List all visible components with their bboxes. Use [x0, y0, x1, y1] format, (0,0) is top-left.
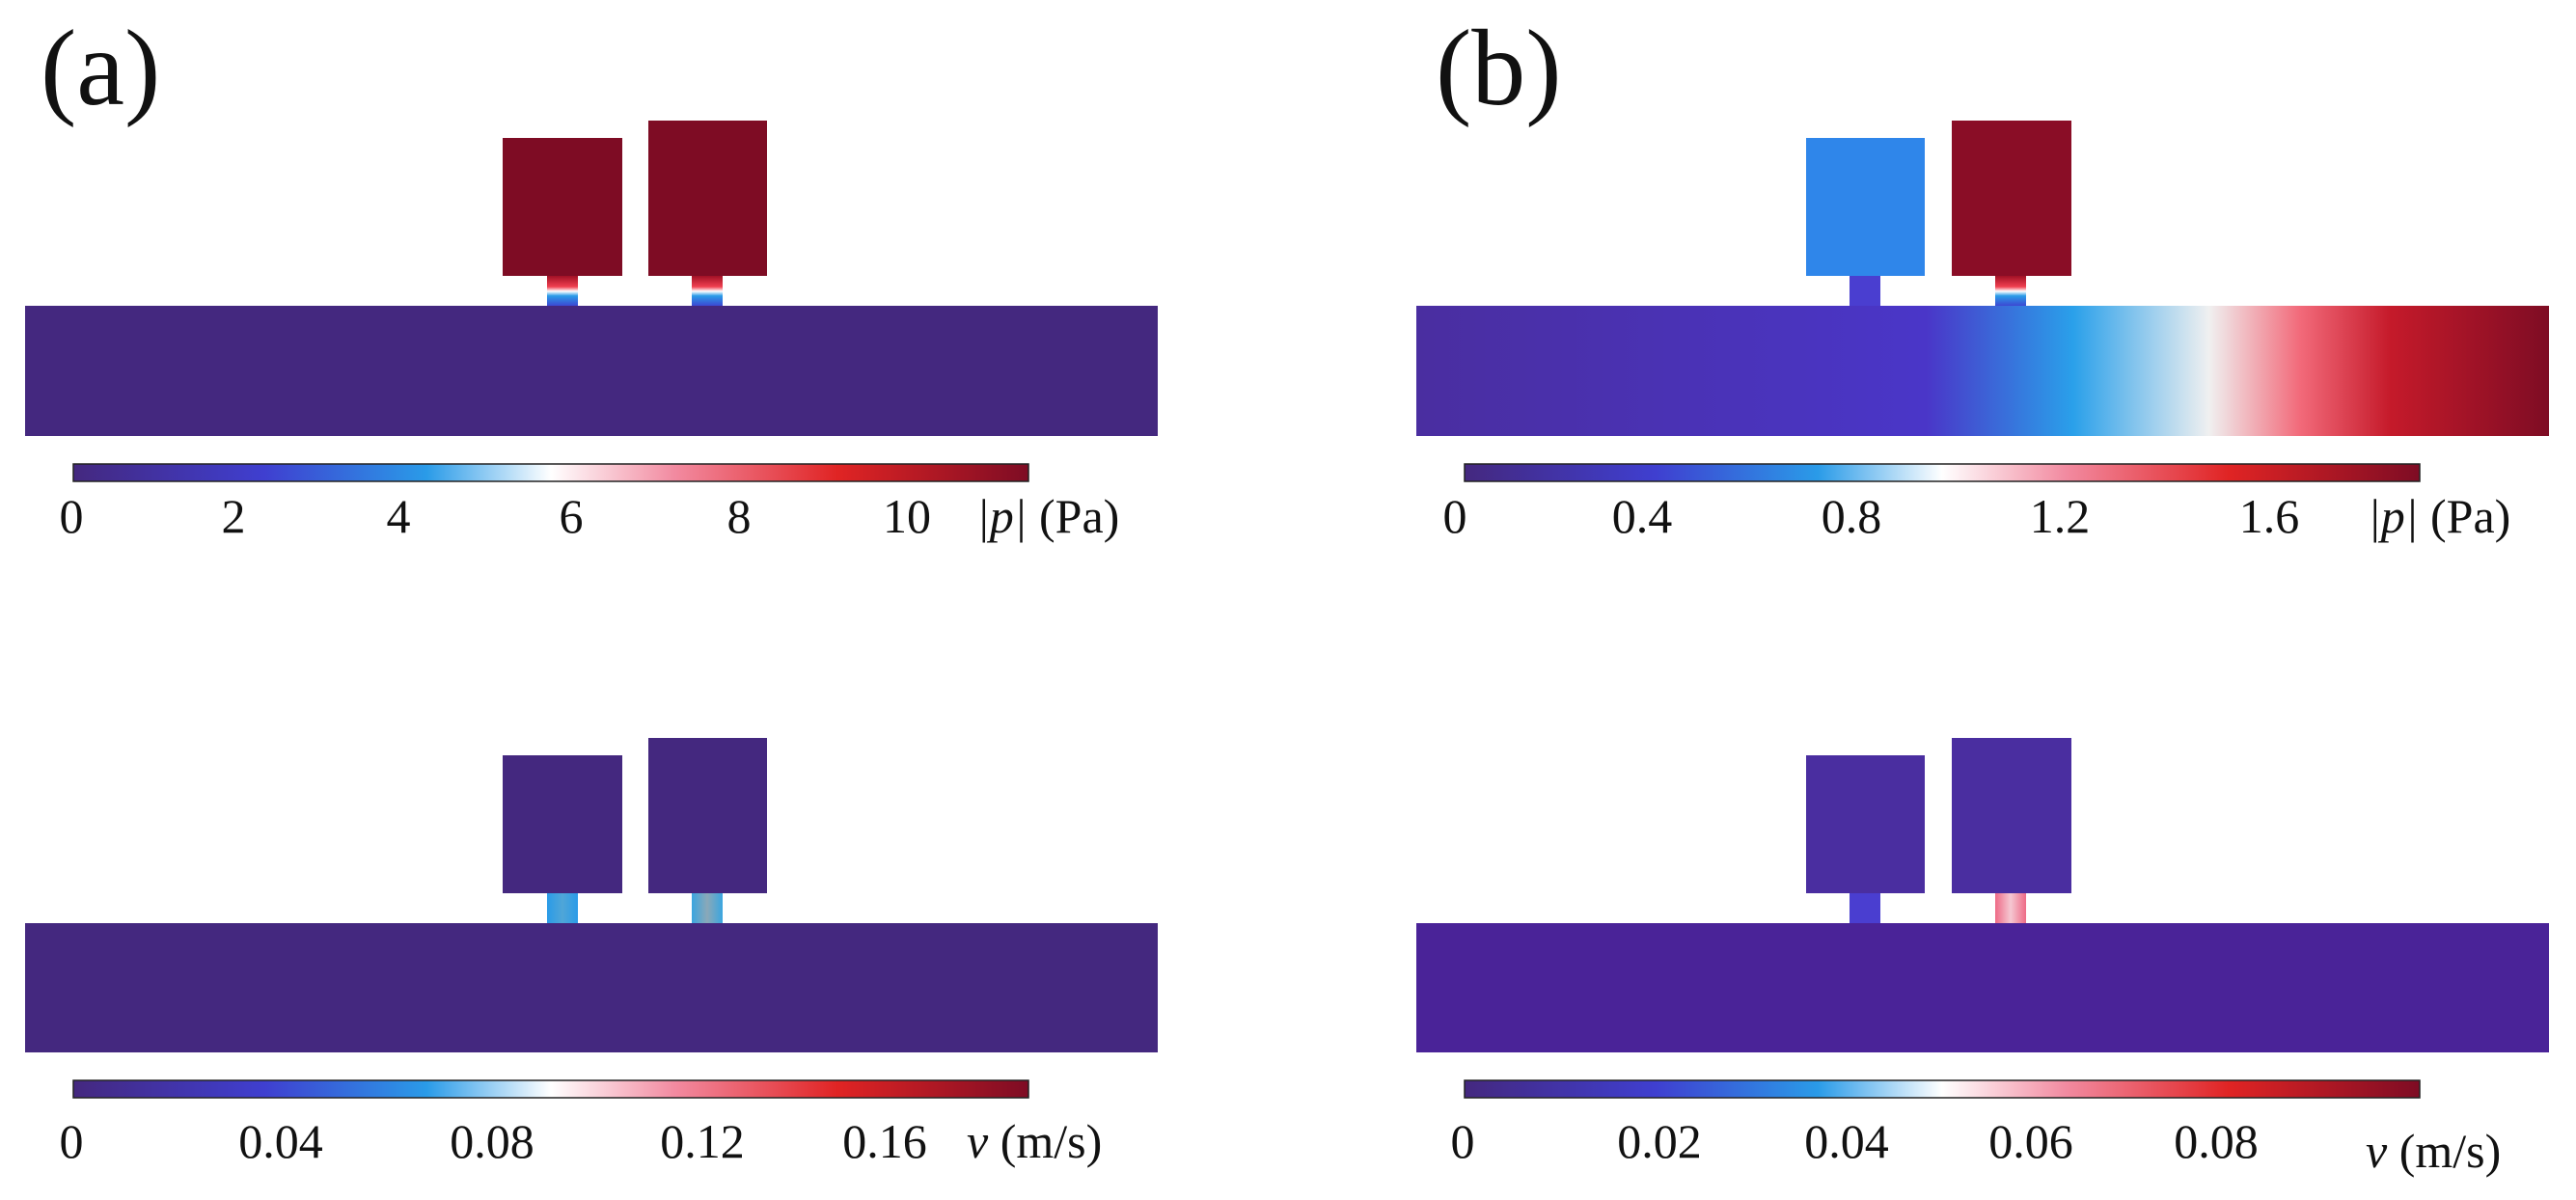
duct — [25, 923, 1158, 1052]
resonator-2-neck — [1995, 893, 2026, 924]
panel-b-pressure-field — [1416, 121, 2549, 436]
resonator-1-neck — [1850, 276, 1880, 307]
panel-b-pressure-colorbar: 0 0.4 0.8 1.2 1.6 |p| (Pa) — [1443, 463, 2510, 543]
resonator-1-neck — [547, 893, 578, 924]
colorbar-tick: 0.16 — [842, 1114, 927, 1168]
colorbar-tick: 0.02 — [1617, 1114, 1702, 1168]
resonator-2-neck — [692, 276, 723, 307]
colorbar-tick: 0 — [1443, 489, 1467, 543]
resonator-2-cavity — [648, 121, 767, 276]
duct — [25, 306, 1158, 436]
panel-a-pressure-colorbar: 0 2 4 6 8 10 |p| (Pa) — [60, 463, 1119, 543]
colorbar-unit-label: |p| (Pa) — [2368, 489, 2510, 543]
resonator-2-cavity — [648, 738, 767, 893]
resonator-1-neck — [547, 276, 578, 307]
colorbar-unit-label: v (m/s) — [967, 1114, 1102, 1168]
panel-b-velocity-field — [1416, 738, 2549, 1052]
colorbar-tick: 0 — [60, 489, 84, 543]
panel-a-velocity-colorbar: 0 0.04 0.08 0.12 0.16 v (m/s) — [60, 1079, 1102, 1168]
resonator-1-cavity — [1806, 755, 1925, 893]
colorbar-tick: 1.2 — [2030, 489, 2091, 543]
panel-b-velocity-colorbar: 0 0.02 0.04 0.06 0.08 v (m/s) — [1451, 1079, 2501, 1178]
colorbar-unit-label: |p| (Pa) — [976, 489, 1119, 543]
colorbar-tick: 6 — [560, 489, 584, 543]
colorbar-unit-label: v (m/s) — [2366, 1124, 2501, 1178]
colorbar-tick: 0.06 — [1988, 1114, 2073, 1168]
colorbar-tick: 1.6 — [2239, 489, 2300, 543]
colorbar-gradient — [1464, 463, 2421, 482]
colorbar-tick: 8 — [727, 489, 752, 543]
colorbar-tick: 2 — [222, 489, 246, 543]
colorbar-tick: 0 — [1451, 1114, 1475, 1168]
resonator-1-cavity — [1806, 138, 1925, 276]
colorbar-tick: 10 — [883, 489, 931, 543]
resonator-1-cavity — [503, 138, 622, 276]
colorbar-tick: 0.4 — [1612, 489, 1673, 543]
resonator-2-cavity — [1952, 121, 2071, 276]
colorbar-tick: 0.04 — [238, 1114, 323, 1168]
colorbar-gradient — [72, 1079, 1029, 1099]
colorbar-tick: 0.12 — [660, 1114, 745, 1168]
panel-a-label: (a) — [41, 9, 160, 128]
colorbar-gradient — [72, 463, 1029, 482]
panel-b-label: (b) — [1436, 9, 1562, 128]
resonator-2-neck — [1995, 276, 2026, 307]
colorbar-tick: 0.08 — [450, 1114, 534, 1168]
colorbar-tick: 0.8 — [1822, 489, 1882, 543]
colorbar-tick: 0.08 — [2174, 1114, 2259, 1168]
colorbar-tick: 4 — [387, 489, 411, 543]
resonator-2-cavity — [1952, 738, 2071, 893]
resonator-2-neck — [692, 893, 723, 924]
resonator-1-cavity — [503, 755, 622, 893]
panel-a-velocity-field — [25, 738, 1158, 1052]
panel-a-pressure-field — [25, 121, 1158, 436]
colorbar-gradient — [1464, 1079, 2421, 1099]
duct — [1416, 306, 2549, 436]
colorbar-tick: 0.04 — [1804, 1114, 1889, 1168]
colorbar-tick: 0 — [60, 1114, 84, 1168]
resonator-1-neck — [1850, 893, 1880, 924]
duct — [1416, 923, 2549, 1052]
